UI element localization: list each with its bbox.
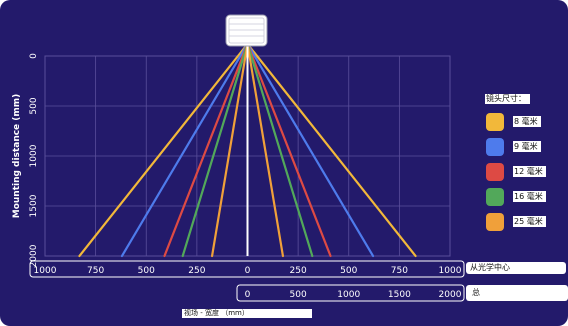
legend-label-0: 8 毫米: [513, 116, 541, 127]
legend-item-1: 9 毫米: [485, 138, 565, 163]
series-2-right-edge: [248, 44, 331, 256]
optic-center-label: 从光学中心: [466, 262, 566, 274]
legend-label-1: 9 毫米: [513, 141, 541, 152]
series-lines: [79, 44, 415, 256]
legend-items: 8 毫米 9 毫米 12 毫米 16 毫米 25 毫米: [485, 113, 565, 238]
x-tick-top-1: 750: [87, 266, 104, 276]
x-tick-top-6: 500: [340, 266, 357, 276]
legend-item-3: 16 毫米: [485, 188, 565, 213]
series-2-left-edge: [164, 44, 247, 256]
x-tick-bottom-0: 0: [245, 290, 251, 300]
legend-swatch-1: [486, 138, 504, 156]
x-axis-title: 视场 - 宽度 （mm）: [182, 309, 312, 318]
legend-swatch-3: [486, 188, 504, 206]
x-tick-bottom-3: 1500: [388, 290, 411, 300]
x-tick-top-5: 250: [290, 266, 307, 276]
legend-label-3: 16 毫米: [513, 191, 546, 202]
series-3-left-edge: [183, 44, 248, 256]
y-tick-label-1: 500: [29, 97, 39, 114]
total-label: 总: [466, 285, 568, 301]
legend-label-2: 12 毫米: [513, 166, 546, 177]
legend-item-4: 25 毫米: [485, 213, 565, 238]
y-tick-label-3: 1500: [29, 194, 39, 217]
y-tick-label-0: 0: [29, 53, 39, 59]
axis-labels: 0 500 1000 1500 2000 Mounting distance (mm) 10…: [12, 53, 462, 300]
y-tick-label-2: 1000: [29, 144, 39, 167]
legend: 镜头尺寸： 8 毫米 9 毫米 12 毫米 16 毫米 25 毫米: [485, 86, 565, 238]
series-0-right-edge: [248, 44, 416, 256]
x-tick-top-3: 250: [188, 266, 205, 276]
camera-icon: [226, 15, 267, 46]
x-tick-bottom-4: 2000: [439, 290, 462, 300]
x-tick-top-0: 1000: [34, 266, 57, 276]
x-tick-top-2: 500: [138, 266, 155, 276]
legend-title: 镜头尺寸：: [485, 94, 530, 104]
legend-swatch-2: [486, 163, 504, 181]
x-tick-bottom-2: 1000: [337, 290, 360, 300]
x-tick-top-7: 750: [391, 266, 408, 276]
x-tick-bottom-1: 500: [290, 290, 307, 300]
x-tick-top-8: 1000: [439, 266, 462, 276]
legend-swatch-4: [486, 213, 504, 231]
x-tick-top-4: 0: [245, 266, 251, 276]
series-0-left-edge: [79, 44, 247, 256]
legend-item-0: 8 毫米: [485, 113, 565, 138]
legend-item-2: 12 毫米: [485, 163, 565, 188]
series-3-right-edge: [248, 44, 313, 256]
y-axis-title: Mounting distance (mm): [12, 94, 22, 219]
legend-label-4: 25 毫米: [513, 216, 546, 227]
legend-swatch-0: [486, 113, 504, 131]
